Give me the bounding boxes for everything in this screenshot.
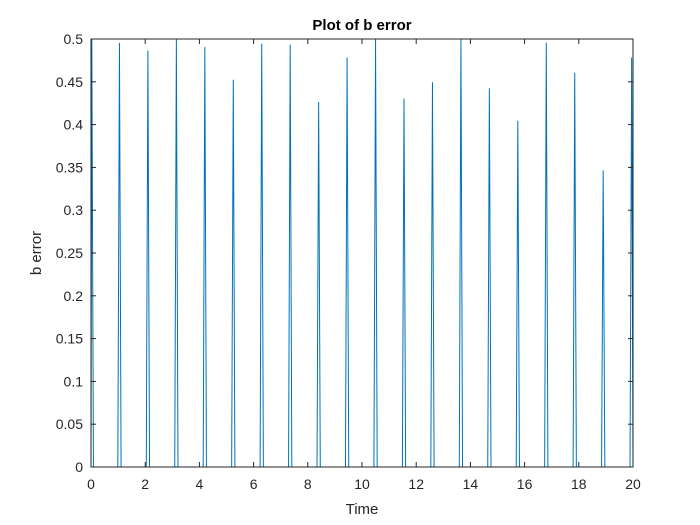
peak-point <box>431 82 433 84</box>
series-line <box>91 39 633 467</box>
peak-point <box>261 43 263 45</box>
x-tick-label: 12 <box>408 476 424 492</box>
y-tick-label: 0.25 <box>56 245 83 261</box>
peak-point <box>346 57 348 59</box>
chart-title: Plot of b error <box>312 17 411 34</box>
y-ticks: 0 0.05 0.1 0.15 0.2 0.25 0.3 0.35 0.4 0.45 0.5 <box>56 31 633 475</box>
x-tick-label: 20 <box>625 476 641 492</box>
peak-point <box>403 98 405 100</box>
peak-point <box>545 42 547 44</box>
peak-point <box>318 101 320 103</box>
y-tick-label: 0.1 <box>64 373 84 389</box>
peak-point <box>517 120 519 122</box>
y-tick-label: 0.15 <box>56 331 83 347</box>
x-tick-label: 6 <box>250 476 258 492</box>
y-tick-label: 0.2 <box>64 288 84 304</box>
x-tick-label: 4 <box>196 476 204 492</box>
peak-point <box>574 72 576 74</box>
x-tick-label: 10 <box>354 476 370 492</box>
y-tick-label: 0.35 <box>56 159 83 175</box>
y-tick-label: 0.3 <box>64 202 84 218</box>
x-tick-label: 16 <box>517 476 533 492</box>
y-tick-label: 0 <box>75 459 83 475</box>
peak-point <box>602 170 604 172</box>
x-tick-label: 14 <box>463 476 479 492</box>
plot-background <box>91 39 633 467</box>
peak-point <box>118 42 120 44</box>
peak-point <box>147 50 149 52</box>
peak-point <box>289 44 291 46</box>
peak-point <box>204 47 206 49</box>
x-ticks: 0 2 4 6 8 10 12 14 16 18 20 <box>87 39 641 492</box>
y-tick-label: 0.05 <box>56 416 83 432</box>
y-tick-label: 0.5 <box>64 31 84 47</box>
y-tick-label: 0.45 <box>56 74 83 90</box>
x-tick-label: 18 <box>571 476 587 492</box>
peak-point <box>488 88 490 90</box>
x-axis-label: Time <box>346 501 379 518</box>
peak-point <box>631 57 633 59</box>
x-tick-label: 0 <box>87 476 95 492</box>
y-tick-label: 0.4 <box>64 117 84 133</box>
y-axis-label: b error <box>28 231 45 275</box>
peak-point <box>232 79 234 81</box>
x-tick-label: 2 <box>141 476 149 492</box>
x-tick-label: 8 <box>304 476 312 492</box>
